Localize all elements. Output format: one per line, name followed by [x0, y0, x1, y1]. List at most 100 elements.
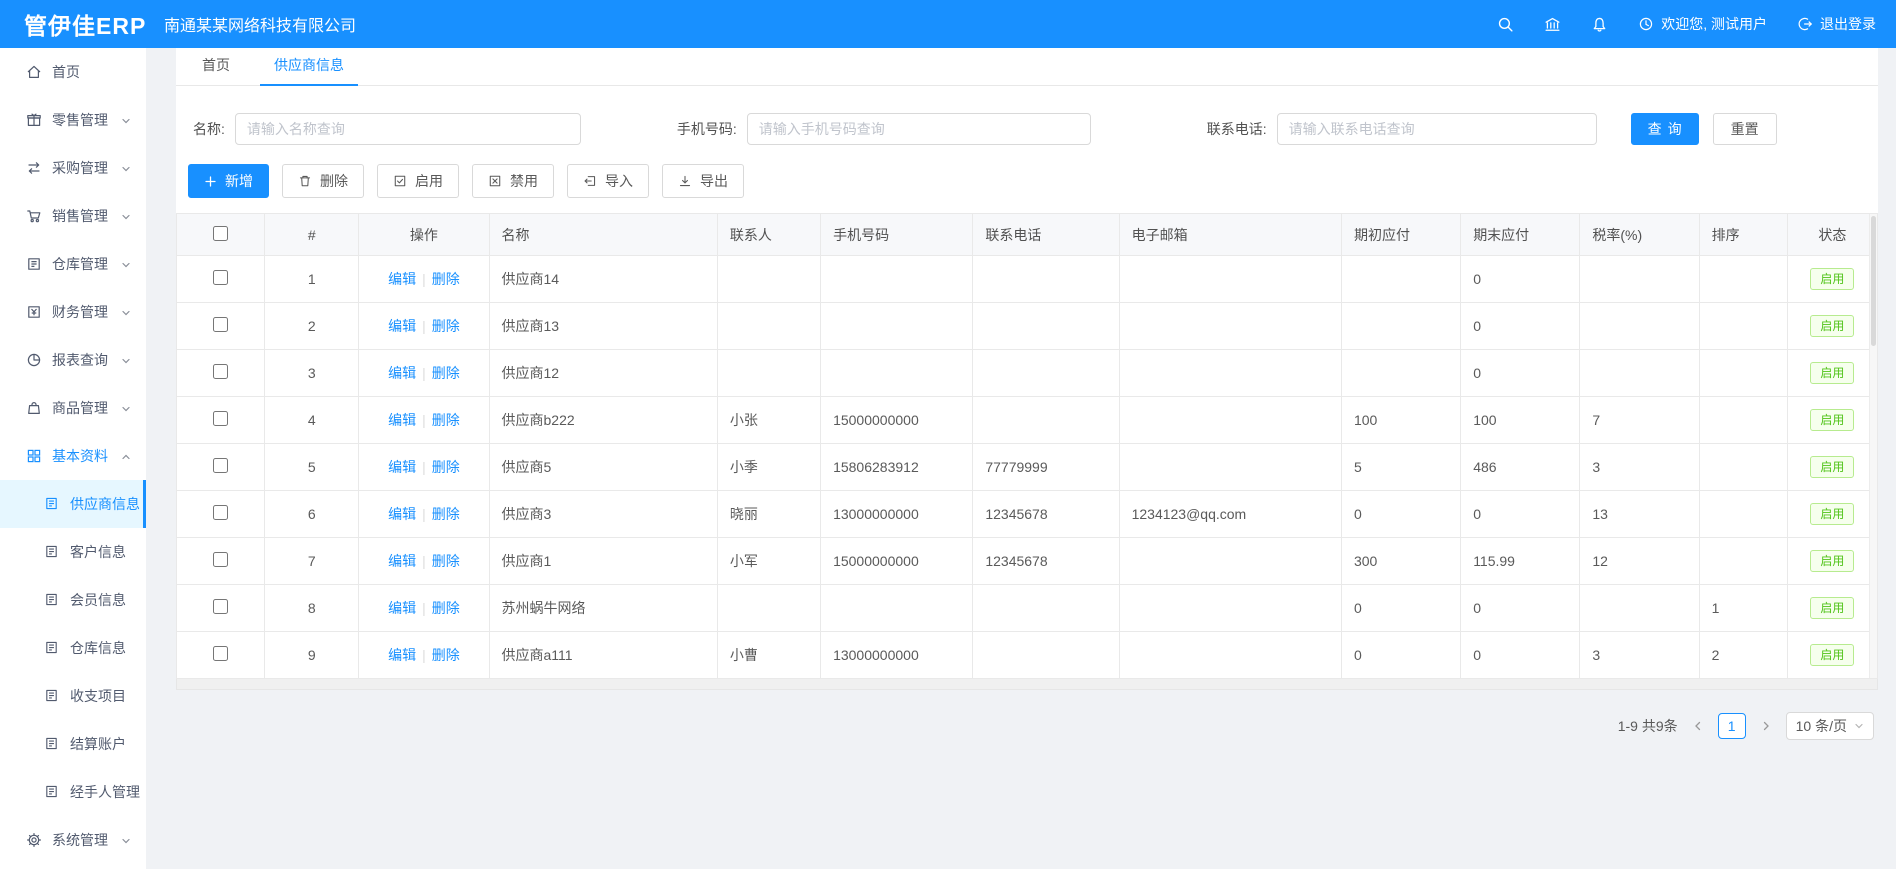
sidebar-item-retail[interactable]: 零售管理	[0, 96, 146, 144]
next-page-button[interactable]	[1758, 720, 1774, 732]
delete-link[interactable]: 删除	[431, 459, 460, 475]
row-checkbox[interactable]	[213, 552, 229, 567]
cell-opening: 0	[1340, 490, 1462, 538]
cell-contact: 小季	[716, 443, 822, 491]
row-checkbox[interactable]	[213, 505, 229, 520]
select-all-checkbox[interactable]	[213, 225, 229, 241]
table-horizontal-scrollbar[interactable]	[176, 679, 1878, 690]
name-filter-input[interactable]	[234, 113, 581, 145]
sidebar-item-label: 结算账户	[70, 736, 126, 752]
sidebar-item-goods[interactable]: 商品管理	[0, 384, 146, 432]
app-logo[interactable]: 管伊佳ERP	[24, 13, 147, 39]
tab-supplier-info[interactable]: 供应商信息	[260, 55, 358, 86]
search-button[interactable]: 查询	[1630, 113, 1699, 145]
edit-link[interactable]: 编辑	[388, 271, 417, 287]
search-icon[interactable]	[1497, 16, 1514, 33]
status-badge: 启用	[1810, 456, 1855, 478]
sidebar-item-home[interactable]: 首页	[0, 48, 146, 96]
row-checkbox[interactable]	[213, 599, 229, 614]
sidebar-item-handler-mgmt[interactable]: 经手人管理	[0, 768, 146, 816]
logout-button[interactable]: 退出登录	[1797, 14, 1876, 34]
cell-opening: 300	[1340, 537, 1462, 585]
disable-button[interactable]: 禁用	[472, 164, 554, 198]
add-button[interactable]: 新增	[188, 164, 269, 198]
sidebar-item-system[interactable]: 系统管理	[0, 816, 146, 864]
cell-ending: 100	[1460, 396, 1581, 444]
cell-opening: 0	[1340, 584, 1462, 632]
edit-link[interactable]: 编辑	[388, 553, 417, 569]
edit-link[interactable]: 编辑	[388, 365, 417, 381]
sidebar-item-purchase[interactable]: 采购管理	[0, 144, 146, 192]
page-size-select[interactable]: 10 条/页	[1785, 712, 1874, 740]
cell-opening: 100	[1340, 396, 1462, 444]
cell-phone	[820, 255, 974, 303]
row-checkbox[interactable]	[213, 270, 229, 285]
col-name: 名称	[488, 213, 718, 256]
bank-icon[interactable]	[1544, 16, 1561, 33]
row-checkbox[interactable]	[213, 317, 229, 332]
sidebar-item-member-info[interactable]: 会员信息	[0, 576, 146, 624]
welcome-user[interactable]: 欢迎您, 测试用户	[1638, 14, 1767, 34]
sidebar-item-base-data[interactable]: 基本资料	[0, 432, 146, 480]
sidebar-item-customer-info[interactable]: 客户信息	[0, 528, 146, 576]
delete-link[interactable]: 删除	[431, 318, 460, 334]
table-row: 7 编辑 | 删除 供应商1 小军 15000000000 12345678 300…	[175, 537, 1879, 585]
edit-link[interactable]: 编辑	[388, 459, 417, 475]
pagination-total: 1-9 共9条	[1617, 718, 1678, 734]
sidebar-item-reports[interactable]: 报表查询	[0, 336, 146, 384]
row-checkbox[interactable]	[213, 458, 229, 473]
delete-link[interactable]: 删除	[431, 412, 460, 428]
cell-name: 苏州蜗牛网络	[488, 584, 718, 632]
delete-link[interactable]: 删除	[431, 647, 460, 663]
delete-link[interactable]: 删除	[431, 600, 460, 616]
cell-tel	[972, 302, 1120, 350]
tel-filter-input[interactable]	[1276, 113, 1597, 145]
row-checkbox[interactable]	[213, 646, 229, 661]
x-square-icon	[488, 174, 502, 188]
delete-button[interactable]: 删除	[282, 164, 364, 198]
cell-sort	[1698, 302, 1788, 350]
current-page-button[interactable]: 1	[1717, 713, 1746, 739]
delete-link[interactable]: 删除	[431, 506, 460, 522]
cell-email	[1118, 349, 1342, 397]
edit-link[interactable]: 编辑	[388, 318, 417, 334]
sidebar-item-sales[interactable]: 销售管理	[0, 192, 146, 240]
chevron-down-icon	[121, 308, 131, 318]
edit-link[interactable]: 编辑	[388, 647, 417, 663]
reset-button[interactable]: 重置	[1712, 113, 1777, 145]
sidebar-item-warehouse-info[interactable]: 仓库信息	[0, 624, 146, 672]
table-vertical-scrollbar[interactable]	[1869, 214, 1877, 678]
cell-ending: 486	[1460, 443, 1581, 491]
doc-icon	[44, 496, 60, 512]
chevron-down-icon	[121, 836, 131, 846]
row-checkbox[interactable]	[213, 411, 229, 426]
export-button[interactable]: 导出	[662, 164, 744, 198]
cell-tax	[1579, 302, 1700, 350]
prev-page-button[interactable]	[1690, 720, 1706, 732]
sidebar-item-finance[interactable]: 财务管理	[0, 288, 146, 336]
phone-filter-input[interactable]	[746, 113, 1091, 145]
delete-link[interactable]: 删除	[431, 553, 460, 569]
import-button[interactable]: 导入	[567, 164, 649, 198]
enable-button[interactable]: 启用	[377, 164, 459, 198]
edit-link[interactable]: 编辑	[388, 506, 417, 522]
sidebar-item-income-expense[interactable]: 收支项目	[0, 672, 146, 720]
delete-link[interactable]: 删除	[431, 365, 460, 381]
edit-link[interactable]: 编辑	[388, 412, 417, 428]
delete-link[interactable]: 删除	[431, 271, 460, 287]
tab-home[interactable]: 首页	[202, 57, 230, 73]
cell-opening	[1340, 302, 1462, 350]
page-size-value: 10 条/页	[1795, 718, 1847, 734]
cell-phone: 13000000000	[820, 631, 974, 679]
status-badge: 启用	[1810, 644, 1855, 666]
bell-icon[interactable]	[1591, 16, 1608, 33]
sidebar-item-label: 销售管理	[52, 208, 108, 224]
ops-separator: |	[422, 271, 426, 287]
chevron-down-icon	[121, 164, 131, 174]
sidebar-item-warehouse-mgmt[interactable]: 仓库管理	[0, 240, 146, 288]
sidebar-item-settlement-account[interactable]: 结算账户	[0, 720, 146, 768]
row-checkbox[interactable]	[213, 364, 229, 379]
edit-link[interactable]: 编辑	[388, 600, 417, 616]
cell-phone	[820, 349, 974, 397]
sidebar-item-supplier-info[interactable]: 供应商信息	[0, 480, 146, 528]
